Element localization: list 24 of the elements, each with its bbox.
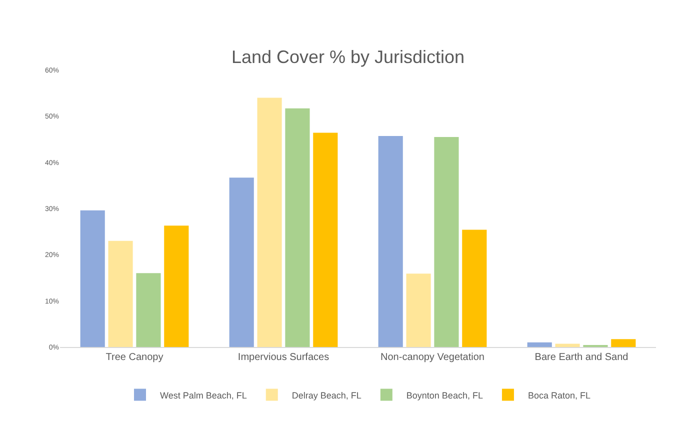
bar: [378, 136, 403, 347]
chart-title: Land Cover % by Jurisdiction: [231, 47, 465, 68]
bar: [406, 274, 431, 347]
x-tick-label: Tree Canopy: [106, 352, 164, 363]
bar: [462, 230, 487, 347]
x-tick-label: Non-canopy Vegetation: [380, 352, 484, 363]
bar: [108, 240, 133, 347]
bar: [229, 178, 254, 347]
bar: [527, 342, 552, 347]
legend-label: Boynton Beach, FL: [406, 390, 483, 400]
bar: [136, 273, 161, 347]
x-tick-label: Impervious Surfaces: [238, 352, 330, 363]
bar: [80, 210, 105, 347]
bar: [257, 98, 282, 347]
bar: [164, 226, 189, 347]
bar: [611, 339, 636, 347]
legend-label: Boca Raton, FL: [528, 390, 591, 400]
bar: [434, 136, 459, 347]
legend-label: Delray Beach, FL: [292, 390, 362, 400]
bar: [555, 344, 580, 347]
bar: [313, 132, 338, 347]
bar: [285, 108, 310, 347]
x-tick-label: Bare Earth and Sand: [534, 352, 628, 363]
legend-label: West Palm Beach, FL: [160, 390, 247, 400]
